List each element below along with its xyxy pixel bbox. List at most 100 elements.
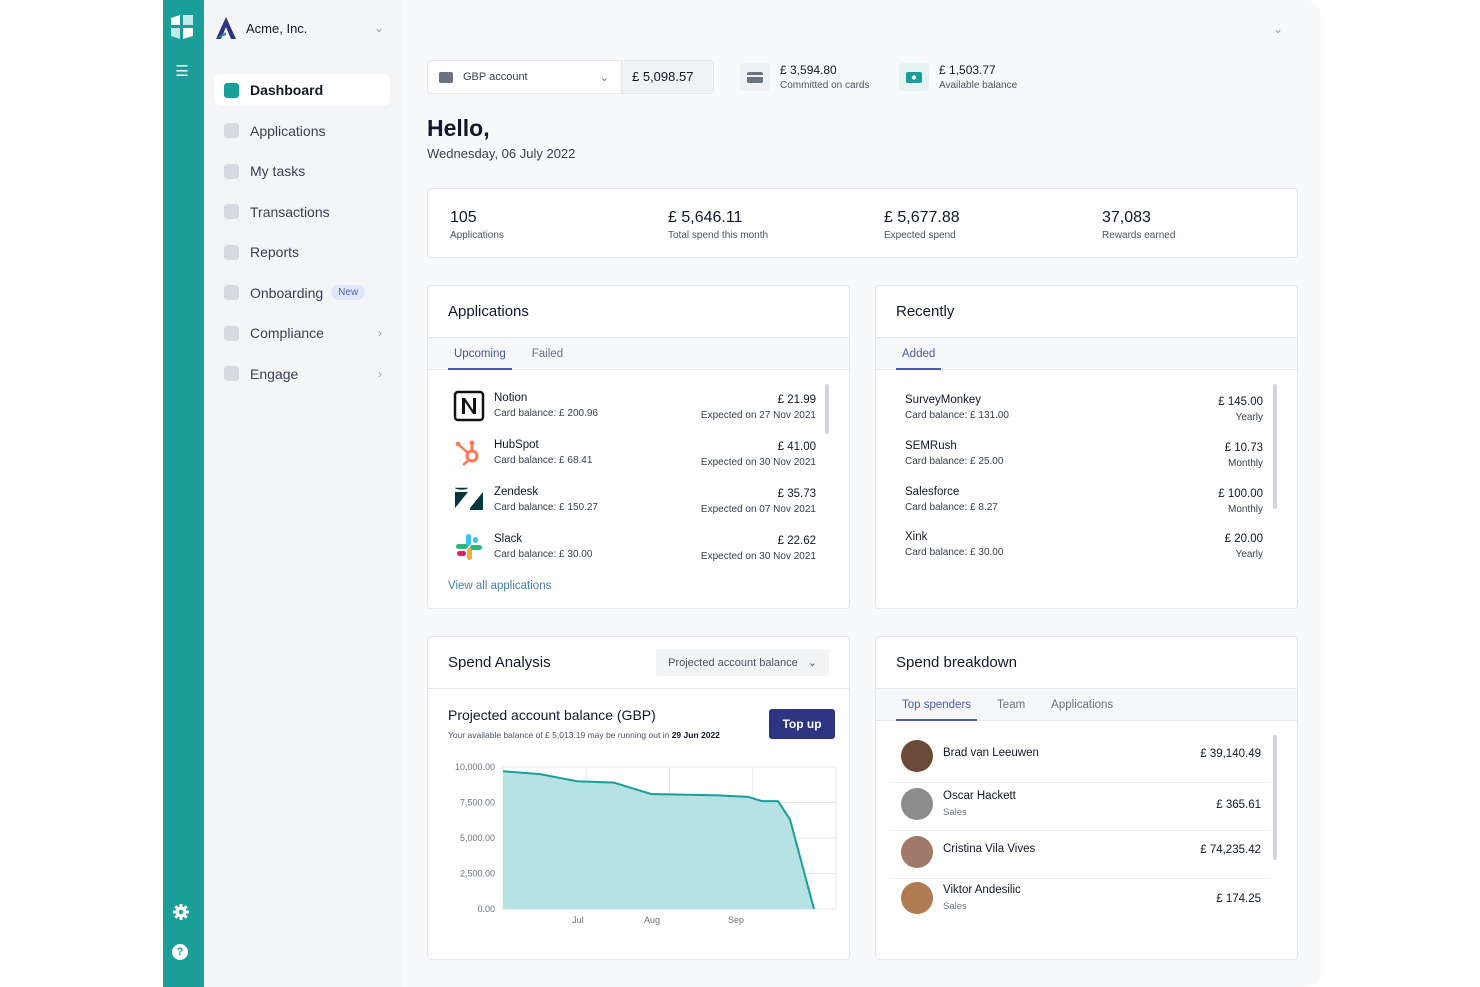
app-name: Slack — [494, 533, 523, 545]
runout-date: 29 Jun 2022 — [671, 730, 720, 740]
help-icon[interactable]: ? — [172, 944, 188, 960]
tab-team[interactable]: Team — [997, 699, 1026, 711]
chevron-down-icon[interactable]: ⌄ — [373, 21, 384, 35]
sidebar-item-dashboard[interactable]: Dashboard — [214, 74, 390, 106]
recently-card: Recently Added SurveyMonkey Card balance… — [875, 285, 1298, 609]
top-up-button[interactable]: Top up — [769, 709, 835, 739]
runout-note-text: Your available balance of £ 5,013.19 may… — [448, 730, 670, 740]
pie-chart-icon — [224, 244, 239, 260]
app-expected: Expected on 27 Nov 2021 — [700, 410, 816, 421]
card-balance: Card balance: £ 150.27 — [494, 502, 598, 513]
list-item[interactable]: Salesforce Card balance: £ 8.27 £ 100.00… — [876, 482, 1297, 528]
card-balance: Card balance: £ 25.00 — [905, 456, 1004, 467]
kpi-value: £ 5,646.11 — [668, 209, 743, 226]
list-item[interactable]: Xink Card balance: £ 30.00 £ 20.00 Yearl… — [876, 527, 1297, 573]
spend-analysis-card: Spend Analysis Projected account balance… — [427, 636, 850, 960]
app-expected: Expected on 30 Nov 2021 — [700, 457, 816, 468]
spend-breakdown-card: Spend breakdown Top spenders Team Applic… — [875, 636, 1298, 960]
zendesk-logo-icon — [455, 487, 483, 510]
app-amount: £ 145.00 — [1218, 396, 1263, 408]
card-title: Recently — [896, 303, 955, 320]
spender-name: Viktor Andesilic — [943, 884, 1021, 896]
card-balance: Card balance: £ 131.00 — [905, 410, 1009, 421]
kpi-rewards: 37,083 Rewards earned — [1102, 209, 1175, 241]
stat-label: Committed on cards — [780, 80, 870, 91]
tab-top-spenders[interactable]: Top spenders — [896, 689, 978, 721]
sidebar-item-label: Engage — [250, 365, 299, 382]
org-switcher[interactable]: Acme, Inc. ⌄ — [214, 12, 384, 44]
avatar — [901, 836, 933, 868]
spender-row[interactable]: Brad van Leeuwen £ 39,140.49 — [892, 735, 1269, 783]
sidebar-item-transactions[interactable]: Transactions — [214, 196, 390, 228]
chevron-right-icon: › — [378, 326, 382, 340]
view-all-applications-link[interactable]: View all applications — [448, 580, 552, 592]
sidebar-item-label: Applications — [250, 122, 326, 139]
tab-applications[interactable]: Applications — [1051, 699, 1114, 711]
account-balance: £ 5,098.57 — [621, 61, 713, 93]
list-item[interactable]: Zendesk Card balance: £ 150.27 £ 35.73 E… — [428, 482, 849, 528]
slack-logo-icon — [456, 534, 482, 560]
app-name: HubSpot — [494, 439, 539, 451]
list-item[interactable]: SurveyMonkey Card balance: £ 131.00 £ 14… — [876, 390, 1297, 436]
greeting: Hello, — [427, 115, 490, 141]
tab-upcoming[interactable]: Upcoming — [448, 338, 512, 370]
app-name: SurveyMonkey — [905, 394, 982, 406]
spender-amount: £ 174.25 — [1216, 893, 1261, 905]
sidebar-nav: Dashboard Applications My tasks Transact… — [214, 74, 390, 398]
kpi-label: Expected spend — [884, 230, 956, 241]
series-line — [502, 770, 815, 910]
tab-failed[interactable]: Failed — [531, 348, 564, 360]
balance-type-select[interactable]: Projected account balance ⌄ — [656, 649, 829, 676]
app-amount: £ 10.73 — [1224, 442, 1263, 454]
chevron-down-icon[interactable]: ⌄ — [599, 71, 609, 84]
card-balance: Card balance: £ 8.27 — [905, 502, 998, 513]
sidebar-item-label: Compliance — [250, 325, 324, 341]
list-item[interactable]: Notion Card balance: £ 200.96 £ 21.99 Ex… — [428, 388, 849, 434]
sidebar-item-engage[interactable]: Engage › — [214, 358, 390, 390]
tab-added[interactable]: Added — [896, 338, 942, 370]
sidebar-item-compliance[interactable]: Compliance › — [214, 317, 390, 349]
stat-value: £ 1,503.77 — [939, 63, 996, 77]
dashboard-icon — [224, 82, 239, 98]
x-tick-label: Sep — [728, 915, 744, 925]
list-item[interactable]: SEMRush Card balance: £ 25.00 £ 10.73 Mo… — [876, 436, 1297, 482]
card-title: Spend breakdown — [896, 654, 1017, 671]
gear-icon[interactable] — [171, 902, 191, 922]
spender-row[interactable]: Viktor Andesilic Sales £ 174.25 — [892, 877, 1269, 925]
card-title: Spend Analysis — [448, 654, 551, 671]
sidebar-item-my-tasks[interactable]: My tasks — [214, 155, 390, 187]
spender-amount: £ 39,140.49 — [1200, 748, 1261, 760]
scrollbar[interactable] — [825, 384, 829, 434]
spender-row[interactable]: Oscar Hackett Sales £ 365.61 — [892, 783, 1269, 831]
card-balance: Card balance: £ 30.00 — [905, 547, 1004, 558]
current-date: Wednesday, 06 July 2022 — [427, 146, 576, 161]
app-name: SEMRush — [905, 440, 957, 452]
kpi-strip: 105 Applications £ 5,646.11 Total spend th… — [427, 188, 1298, 258]
spender-row[interactable]: Cristina Vila Vives £ 74,235.42 — [892, 831, 1269, 879]
stat-label: Available balance — [939, 80, 1018, 91]
spender-name: Oscar Hackett — [943, 790, 1016, 802]
account-selector[interactable]: GBP account ⌄ £ 5,098.57 — [427, 60, 714, 94]
menu-icon[interactable]: ☰ — [175, 63, 189, 80]
kpi-label: Applications — [450, 230, 504, 241]
list-item[interactable]: HubSpot Card balance: £ 68.41 £ 41.00 Ex… — [428, 435, 849, 481]
applications-card: Applications Upcoming Failed Notion Card… — [427, 285, 850, 609]
kpi-value: 105 — [450, 209, 477, 226]
avatar — [901, 882, 933, 914]
kpi-total-spend: £ 5,646.11 Total spend this month — [668, 209, 768, 241]
scrollbar[interactable] — [1273, 735, 1277, 860]
scrollbar[interactable] — [1273, 384, 1277, 509]
clipboard-icon — [224, 163, 239, 179]
y-tick-label: 7,500.00 — [460, 798, 495, 808]
sidebar-item-label: Dashboard — [250, 82, 324, 98]
sidebar-item-onboarding[interactable]: Onboarding New — [214, 277, 390, 309]
list-item[interactable]: Slack Card balance: £ 30.00 £ 22.62 Expe… — [428, 529, 849, 575]
app-amount: £ 100.00 — [1218, 488, 1263, 500]
chevron-down-icon[interactable]: ⌄ — [1272, 22, 1283, 36]
y-tick-label: 2,500.00 — [460, 869, 495, 879]
kpi-applications: 105 Applications — [450, 209, 504, 241]
sidebar-item-reports[interactable]: Reports — [214, 236, 390, 268]
app-amount: £ 41.00 — [777, 441, 816, 453]
sidebar-item-label: Onboarding — [250, 284, 324, 301]
sidebar-item-applications[interactable]: Applications — [214, 115, 390, 147]
